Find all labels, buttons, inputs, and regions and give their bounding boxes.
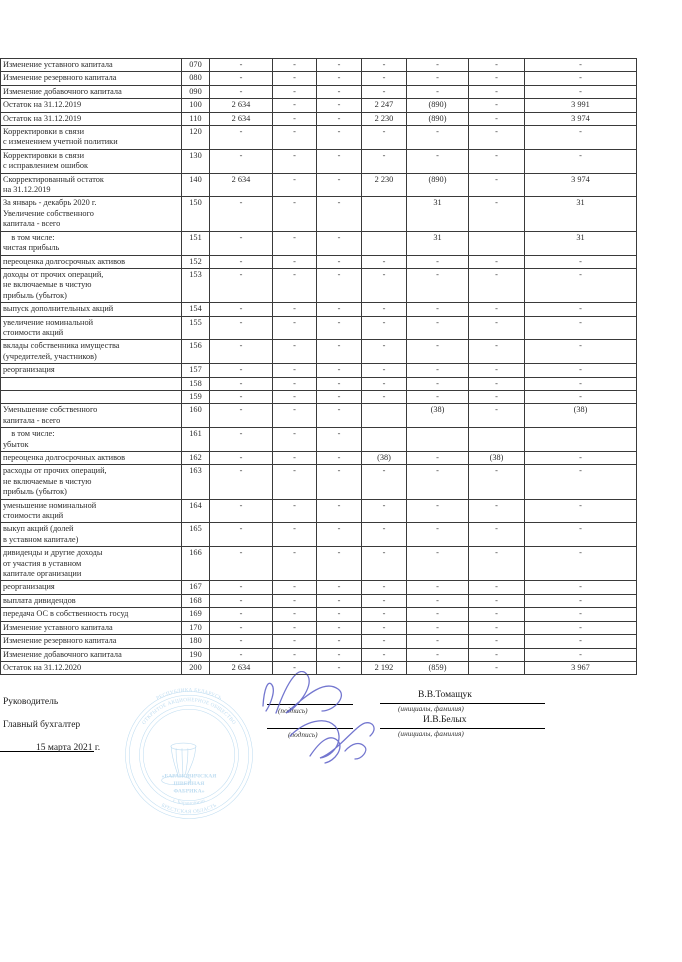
- svg-text:г. Барановичи: г. Барановичи: [172, 798, 206, 807]
- svg-text:«БАРАНОВИЧСКАЯ: «БАРАНОВИЧСКАЯ: [162, 774, 217, 780]
- svg-text:ФАБРИКА»: ФАБРИКА»: [173, 789, 204, 795]
- svg-text:ОТКРЫТОЕ АКЦИОНЕРНОЕ ОБЩЕСТВО: ОТКРЫТОЕ АКЦИОНЕРНОЕ ОБЩЕСТВО: [141, 697, 237, 726]
- svg-text:ШВЕЙНАЯ: ШВЕЙНАЯ: [174, 779, 205, 787]
